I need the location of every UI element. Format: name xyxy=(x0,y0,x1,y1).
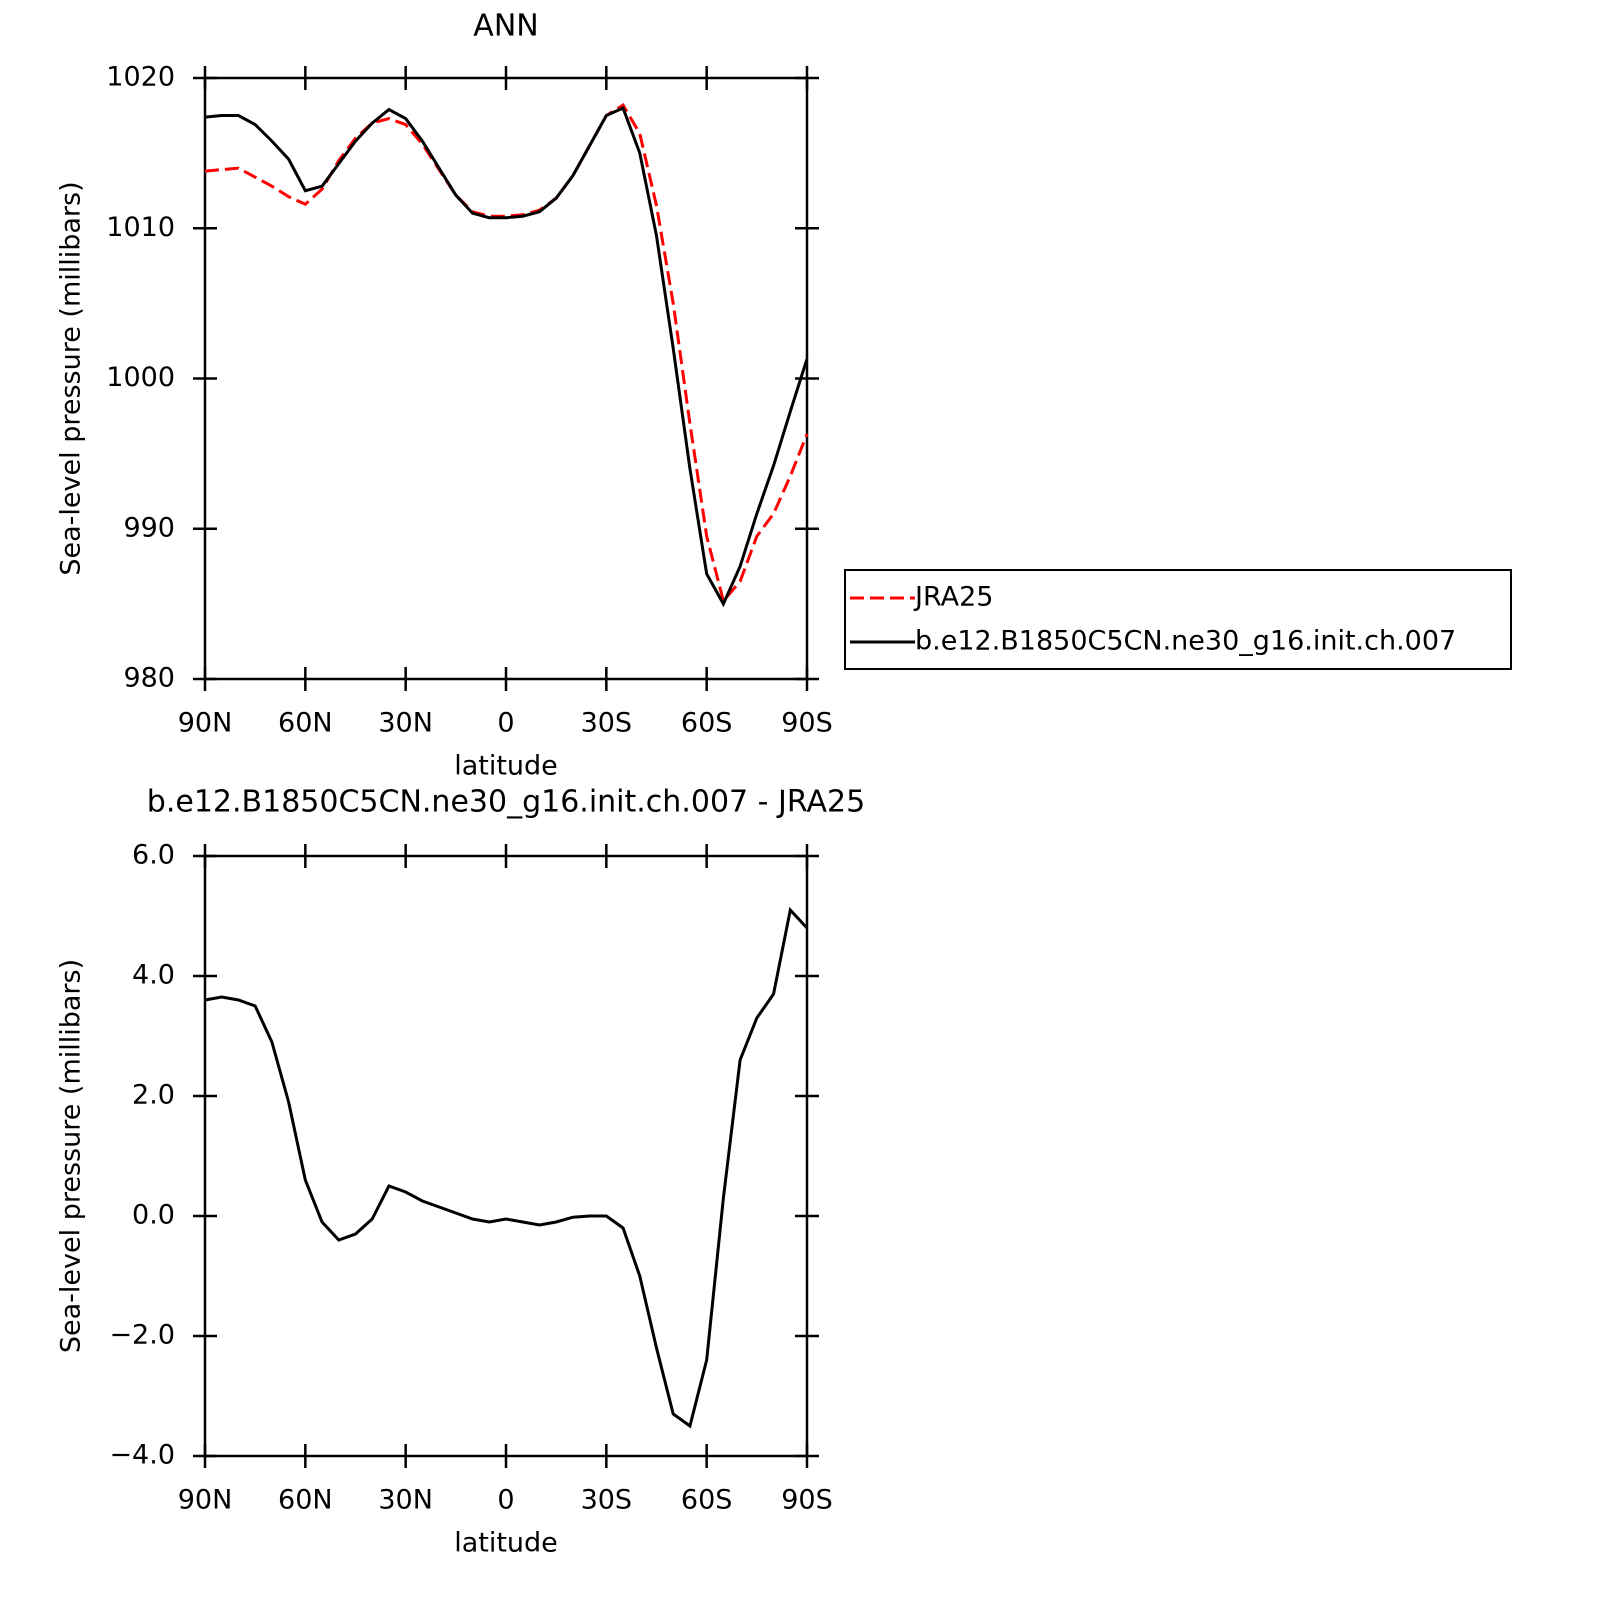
y-axis-label: Sea-level pressure (millibars) xyxy=(56,959,87,1353)
x-tick-label: 90N xyxy=(178,708,233,739)
x-tick-label: 30N xyxy=(378,1485,433,1516)
chart-title: b.e12.B1850C5CN.ne30_g16.init.ch.007 - J… xyxy=(147,785,865,820)
x-tick-label: 60S xyxy=(681,708,733,739)
x-tick-label: 0 xyxy=(497,708,514,739)
y-tick-label: 2.0 xyxy=(132,1080,175,1111)
y-tick-label: 0.0 xyxy=(132,1200,175,1231)
x-tick-label: 30N xyxy=(378,708,433,739)
y-tick-label: 1020 xyxy=(106,62,175,93)
y-tick-label: 4.0 xyxy=(132,960,175,991)
x-tick-label: 60N xyxy=(278,1485,333,1516)
legend-label: b.e12.B1850C5CN.ne30_g16.init.ch.007 xyxy=(915,626,1456,657)
y-tick-label: 1010 xyxy=(106,212,175,243)
x-tick-label: 90S xyxy=(781,1485,833,1516)
legend-box xyxy=(844,569,1512,670)
y-tick-label: −4.0 xyxy=(109,1440,175,1471)
y-tick-label: 1000 xyxy=(106,362,175,393)
x-tick-label: 90S xyxy=(781,708,833,739)
x-axis-label: latitude xyxy=(454,1528,558,1559)
y-tick-label: 6.0 xyxy=(132,840,175,871)
x-tick-label: 60S xyxy=(681,1485,733,1516)
data-line xyxy=(204,106,809,608)
y-tick-label: 980 xyxy=(123,663,175,694)
data-line xyxy=(204,102,809,605)
data-line xyxy=(204,906,809,1429)
y-axis-label: Sea-level pressure (millibars) xyxy=(56,181,87,575)
x-axis-label: latitude xyxy=(454,751,558,782)
x-tick-label: 90N xyxy=(178,1485,233,1516)
x-tick-label: 30S xyxy=(581,1485,633,1516)
x-tick-label: 60N xyxy=(278,708,333,739)
plot-frame xyxy=(203,854,809,1458)
chart-title: ANN xyxy=(473,9,538,44)
legend-label: JRA25 xyxy=(913,582,993,613)
x-tick-label: 0 xyxy=(497,1485,514,1516)
x-tick-label: 30S xyxy=(581,708,633,739)
y-tick-label: 990 xyxy=(123,512,175,543)
y-tick-label: −2.0 xyxy=(109,1320,175,1351)
